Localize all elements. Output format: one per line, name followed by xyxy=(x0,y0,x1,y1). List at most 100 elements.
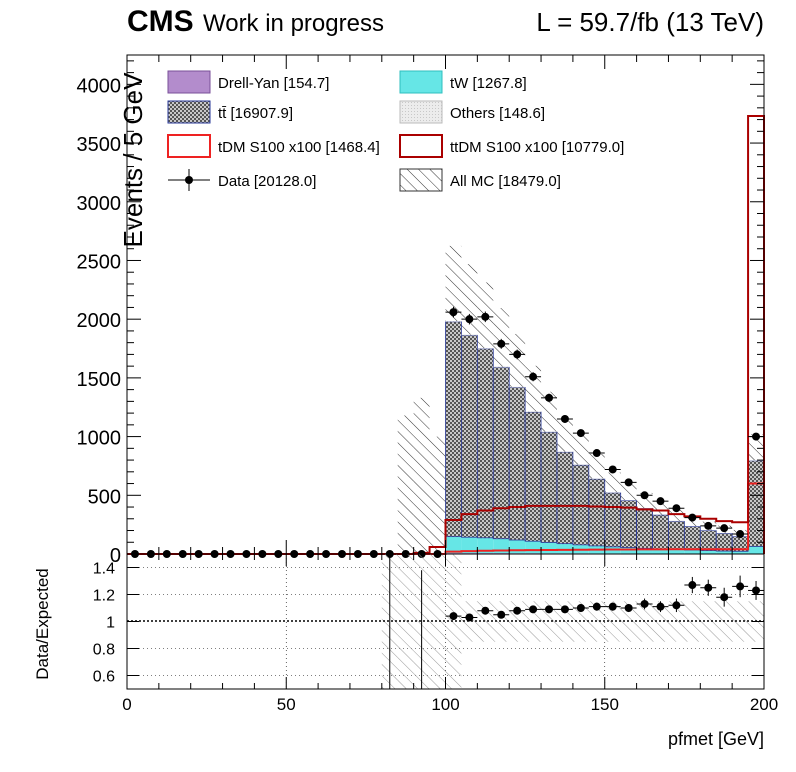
data-point xyxy=(493,338,510,349)
x-tick-label: 150 xyxy=(591,695,619,714)
ratio-y-axis-label: Data/Expected xyxy=(33,568,52,680)
data-point xyxy=(525,372,542,382)
ratio-point xyxy=(556,605,573,614)
stack-bar-2 xyxy=(652,514,669,550)
mc-unc-bin xyxy=(397,415,414,554)
legend-entry: tDM S100 x100 [1468.4] xyxy=(167,134,380,158)
ratio-point xyxy=(461,613,478,622)
x-tick-label: 0 xyxy=(122,695,131,714)
ratio-y-tick-label: 1.4 xyxy=(93,561,115,578)
stack-bar-1 xyxy=(541,542,557,554)
legend-entry: Others [148.6] xyxy=(399,100,545,124)
data-point xyxy=(604,465,621,474)
y-tick-label: 2500 xyxy=(77,251,122,273)
ratio-unc-band xyxy=(445,554,462,689)
legend-entry: tt̄ [16907.9] xyxy=(167,100,293,124)
stack-bar-2 xyxy=(668,520,685,550)
legend-label: tDM S100 x100 [1468.4] xyxy=(218,139,380,156)
ratio-point xyxy=(636,598,653,610)
legend-entry: Data [20128.0] xyxy=(168,169,316,191)
ratio-y-tick-label: 1.2 xyxy=(93,588,115,605)
legend-label: Data [20128.0] xyxy=(218,173,316,190)
x-tick-label: 50 xyxy=(277,695,296,714)
stack-bar-1 xyxy=(748,546,764,554)
ratio-point xyxy=(493,610,510,619)
ratio-point xyxy=(509,606,526,615)
ratio-point xyxy=(652,601,669,613)
stack-bar-1 xyxy=(525,541,542,554)
stack-bar-1 xyxy=(732,551,749,554)
experiment-label: CMS xyxy=(127,5,194,38)
main-y-ticks: 0 500 1000 1500 2000 2500 3000 3500 4000 xyxy=(77,60,764,567)
legend-entry: tW [1267.8] xyxy=(399,70,527,94)
main-x-ticks xyxy=(126,55,765,554)
data-point xyxy=(700,521,717,530)
stack-bar-2 xyxy=(604,492,622,548)
y-tick-label: 2000 xyxy=(77,310,122,332)
mc-unc-bin xyxy=(429,436,446,554)
ratio-y-ticks: 0.6 0.8 1 1.2 1.4 xyxy=(93,561,764,686)
ratio-point xyxy=(716,587,733,607)
stack-bar-2 xyxy=(699,530,717,551)
ratio-point xyxy=(525,605,542,614)
status-label: Work in progress xyxy=(203,10,384,37)
ratio-point xyxy=(620,603,637,613)
ratio-y-tick-label: 0.8 xyxy=(93,642,115,659)
stack-bar-3 xyxy=(461,334,478,336)
data-point xyxy=(477,311,494,323)
stack-bar-2 xyxy=(461,334,478,538)
ratio-x-ticks: 0 50 100 150 200 xyxy=(122,554,778,714)
stack-bar-2 xyxy=(588,478,606,547)
data-point xyxy=(509,349,526,360)
lumi-label: L = 59.7/fb (13 TeV) xyxy=(536,7,764,37)
legend: Drell-Yan [154.7] tW [1267.8] tt̄ [16907.9… xyxy=(167,70,624,192)
y-tick-label: 1000 xyxy=(77,428,122,450)
stack-bar-2 xyxy=(508,386,526,541)
data-point xyxy=(652,497,669,506)
stack-bar-1 xyxy=(684,550,701,554)
x-tick-label: 200 xyxy=(750,695,778,714)
ratio-points xyxy=(445,575,764,622)
stack-bar-1 xyxy=(636,548,653,554)
stack-bar-1 xyxy=(445,536,462,554)
data-point xyxy=(588,449,605,458)
stack-bar-1 xyxy=(461,537,478,554)
stack-bar-1 xyxy=(716,551,733,554)
y-tick-label: 3000 xyxy=(77,193,122,215)
stack-bar-2 xyxy=(476,348,494,539)
stack-bar-2 xyxy=(636,508,653,549)
stack-bar-2 xyxy=(683,526,701,551)
ratio-point xyxy=(541,605,557,614)
data-point xyxy=(668,504,685,513)
ratio-point xyxy=(700,579,717,596)
legend-entry: Drell-Yan [154.7] xyxy=(167,70,329,94)
data-point xyxy=(716,524,733,533)
stack-bar-1 xyxy=(556,543,573,554)
stack-bar-3 xyxy=(445,321,462,322)
stack-bar-2 xyxy=(540,431,558,543)
ratio-point xyxy=(445,612,462,621)
ratio-point xyxy=(572,603,589,613)
ratio-y-tick-label: 0.6 xyxy=(93,669,115,686)
y-tick-label: 0 xyxy=(110,545,121,567)
stack-bar-1 xyxy=(652,549,669,554)
stack-bar-2 xyxy=(492,366,510,540)
data-point xyxy=(636,491,653,500)
ratio-plot: 0.6 0.8 1 1.2 1.4 0 50 100 150 200 Data/Expected… xyxy=(33,553,778,749)
ratio-y-tick-label: 1 xyxy=(106,615,115,632)
ratio-unc-band xyxy=(429,554,446,689)
stack-bar-2 xyxy=(747,460,765,547)
stack-bar-1 xyxy=(668,549,685,554)
main-y-axis-label: Events / 5 GeV xyxy=(118,72,148,248)
ratio-point xyxy=(748,581,764,600)
data-point xyxy=(732,530,749,539)
x-axis-label: pfmet [GeV] xyxy=(668,729,764,749)
ratio-point xyxy=(732,575,749,598)
legend-label: Others [148.6] xyxy=(450,105,545,122)
y-tick-label: 4000 xyxy=(77,75,122,97)
stack-bar-3 xyxy=(493,366,510,368)
y-tick-label: 1500 xyxy=(77,369,122,391)
ratio-point xyxy=(588,602,605,611)
main-plot: 0 500 1000 1500 2000 2500 3000 3500 4000 Events … xyxy=(77,54,765,567)
